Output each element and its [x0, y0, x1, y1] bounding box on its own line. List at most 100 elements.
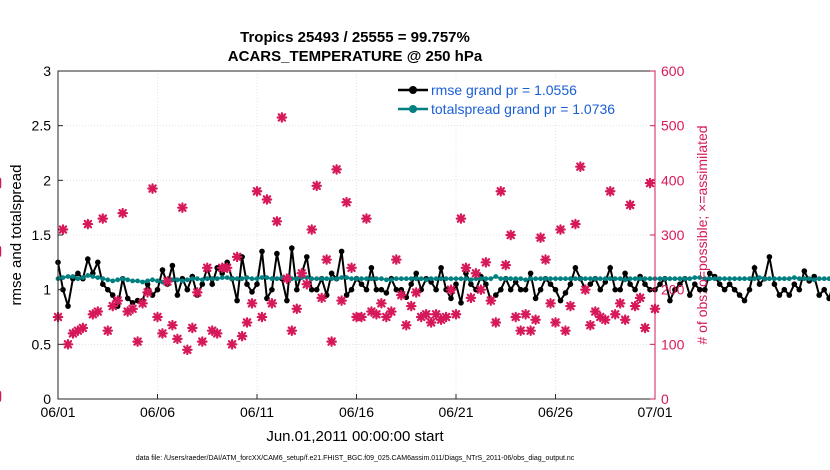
rmse-point	[129, 300, 136, 306]
rmse-point	[184, 286, 191, 293]
obs-marker	[400, 319, 412, 331]
rmse-point	[632, 286, 638, 293]
obs-marker	[196, 336, 208, 347]
totalspread-point	[65, 274, 71, 279]
totalspread-point	[369, 276, 374, 282]
rmse-point	[816, 292, 822, 298]
rmse-point	[507, 286, 514, 293]
obs-marker	[316, 292, 327, 304]
totalspread-point	[379, 276, 384, 282]
totalspread-point	[592, 276, 598, 282]
obs-marker	[286, 325, 298, 336]
obs-marker	[515, 325, 526, 336]
obs-marker	[281, 273, 293, 285]
obs-marker	[311, 180, 322, 192]
chart-title-line1: Tropics 25493 / 25555 = 99.757%	[240, 29, 470, 46]
obs-marker	[62, 339, 74, 350]
obs-marker	[425, 317, 437, 328]
rmse-point	[358, 281, 365, 288]
obs-marker	[92, 306, 104, 317]
legend-spread-marker	[409, 105, 417, 113]
obs-marker	[410, 287, 422, 298]
totalspread-point	[528, 276, 533, 282]
obs-marker	[475, 284, 487, 295]
obs-marker	[430, 308, 442, 320]
totalspread-point	[100, 276, 106, 282]
x-tick-label: 06/26	[538, 404, 573, 420]
rmse-point	[672, 286, 678, 293]
obs-marker	[525, 325, 536, 336]
totalspread-point	[309, 276, 315, 282]
totalspread-point	[234, 276, 240, 282]
totalspread-point	[155, 278, 160, 284]
totalspread-point	[214, 276, 220, 282]
totalspread-point	[662, 276, 668, 282]
obs-marker	[321, 254, 332, 265]
totalspread-point	[75, 276, 81, 282]
obs-marker	[500, 259, 512, 271]
legend-rmse-label: rmse grand pr = 1.0556	[431, 82, 577, 98]
rmse-point	[821, 286, 827, 293]
rmse-point	[274, 250, 280, 257]
y-left-tick-label: 2	[43, 172, 51, 188]
totalspread-point	[777, 276, 782, 282]
rmse-point	[801, 268, 808, 274]
rmse-point	[100, 281, 106, 288]
obs-marker	[177, 202, 188, 213]
rmse-point	[398, 286, 405, 293]
totalspread-point	[60, 275, 66, 280]
obs-marker	[510, 311, 522, 323]
obs-marker	[614, 298, 626, 309]
rmse-point	[269, 286, 275, 293]
obs-marker	[450, 308, 462, 320]
rmse-point	[537, 286, 544, 293]
totalspread-point	[194, 276, 200, 282]
y-left-tick-label: 3	[43, 63, 51, 79]
obs-marker	[167, 319, 178, 331]
rmse-point	[498, 286, 504, 293]
y-right-tick-label: 500	[661, 118, 685, 134]
totalspread-point	[791, 275, 797, 280]
rmse-point	[383, 290, 390, 296]
obs-marker	[326, 336, 337, 347]
totalspread-point	[637, 276, 643, 282]
totalspread-point	[349, 276, 354, 282]
totalspread-point	[145, 278, 151, 284]
y-left-tick-label: 2.5	[32, 118, 52, 134]
totalspread-point	[722, 276, 727, 282]
totalspread-point	[433, 276, 439, 282]
obs-marker	[231, 251, 243, 263]
obs-marker	[246, 298, 258, 309]
rmse-point	[85, 256, 91, 262]
totalspread-point	[135, 278, 141, 284]
rmse-point	[617, 286, 623, 293]
obs-marker	[251, 185, 263, 197]
totalspread-point	[204, 276, 210, 282]
totalspread-point	[384, 277, 389, 283]
obs-marker	[530, 314, 541, 326]
totalspread-point	[189, 276, 195, 282]
totalspread-point	[423, 277, 429, 283]
obs-marker	[545, 298, 556, 309]
rmse-point	[124, 295, 131, 302]
y-right-tick-label: 400	[661, 172, 685, 188]
totalspread-point	[219, 275, 225, 280]
obs-marker	[609, 308, 621, 320]
totalspread-point	[563, 276, 568, 282]
rmse-point	[433, 286, 439, 293]
legend-rmse-marker	[409, 86, 417, 94]
totalspread-point	[762, 276, 767, 282]
obs-marker	[485, 295, 497, 306]
totalspread-point	[493, 274, 499, 279]
totalspread-point	[553, 276, 558, 282]
obs-marker	[465, 292, 477, 304]
obs-marker	[445, 284, 457, 295]
y-right-tick-label: 300	[661, 227, 685, 243]
x-tick-label: 06/11	[240, 404, 274, 420]
rmse-point	[209, 281, 215, 288]
legend-box	[393, 80, 648, 120]
totalspread-point	[224, 275, 230, 280]
obs-marker	[470, 267, 482, 279]
totalspread-point	[314, 276, 320, 282]
rmse-point	[751, 265, 758, 271]
